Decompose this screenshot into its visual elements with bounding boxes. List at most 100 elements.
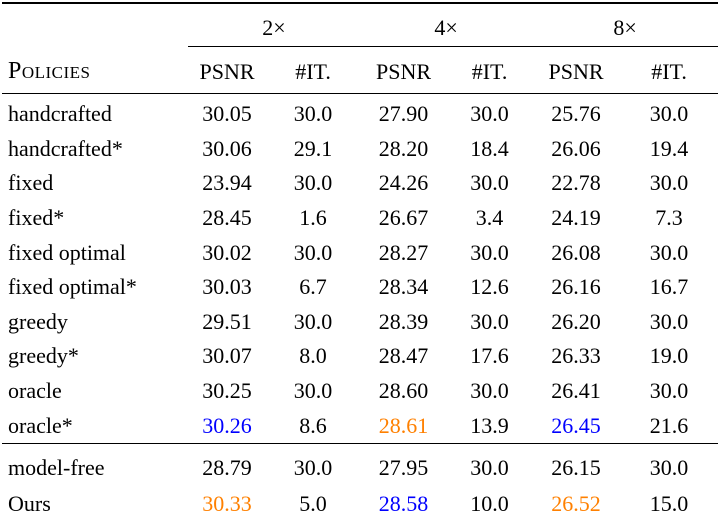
value-cell: 28.27 [378,239,429,265]
value-cell: 30.03 [202,274,252,300]
col-header-psnr-4x: PSNR [360,46,448,94]
value-cell: 23.94 [202,170,252,196]
value-cell: 27.90 [378,101,429,127]
corner-spacer [2,3,188,47]
value-cell: 30.0 [266,442,361,486]
policy-label: handcrafted* [8,135,123,161]
value-cell: 22.78 [551,170,601,196]
policy-label: Ours [8,490,51,516]
value-cell: 30.0 [470,170,509,196]
value-cell: 26.20 [551,308,601,334]
policy-label: greedy* [8,343,79,369]
policy-label: handcrafted [8,101,112,127]
value-cell: 28.34 [378,274,429,300]
value-cell: 18.4 [470,135,509,161]
value-cell: 6.7 [299,274,327,300]
tbody-baselines: model-free 28.79 30.0 27.95 30.0 26.15 30.0 Our… [2,442,719,517]
value-cell: 13.9 [470,412,509,438]
value-cell: 30.07 [202,343,252,369]
value-cell: 30.0 [293,101,333,127]
value-cell: 28.61 [378,412,429,438]
column-header-row: Policies PSNR #IT. PSNR #IT. PSNR #IT. [2,46,719,94]
value-cell: 30.26 [202,412,252,438]
value-cell: 30.0 [470,378,509,404]
value-cell: 28.47 [378,343,429,369]
col-header-psnr-8x: PSNR [532,46,621,94]
value-cell: 30.0 [293,308,333,334]
value-cell: 16.7 [649,274,689,300]
value-cell: 30.0 [620,442,719,486]
value-cell: 30.06 [202,135,252,161]
value-cell: 26.67 [378,205,429,231]
value-cell: 30.05 [202,101,252,127]
policy-label: fixed [8,170,54,196]
value-cell: 26.16 [551,274,601,300]
value-cell: 7.3 [655,205,683,231]
value-cell: 30.33 [202,490,252,516]
value-cell: 30.0 [447,442,533,486]
policy-label: model-free [2,442,188,486]
table-row: fixed 23.94 30.0 24.26 30.0 22.78 30.0 [2,166,718,201]
value-cell: 19.4 [649,135,689,161]
value-cell: 26.33 [551,343,601,369]
value-cell: 30.0 [649,239,689,265]
value-cell: 30.25 [202,378,252,404]
table-row: fixed optimal 30.02 30.0 28.27 30.0 26.08 30.0 [2,235,718,270]
value-cell: 26.06 [551,135,601,161]
value-cell: 10.0 [470,490,509,516]
policy-label: fixed optimal [8,239,126,265]
table-row: Ours 30.33 5.0 28.58 10.0 26.52 15.0 [2,486,718,517]
col-header-it-4x: #IT. [447,46,533,94]
table-row: model-free 28.79 30.0 27.95 30.0 26.15 30.0 [2,442,719,486]
value-cell: 27.95 [360,442,448,486]
policy-label: fixed* [8,205,65,231]
value-cell: 15.0 [649,490,689,516]
value-cell: 30.0 [470,308,509,334]
table-row: handcrafted 30.05 30.0 27.90 30.0 25.76 30.0 [2,94,718,132]
scale-group-header-row: 2× 4× 8× [2,3,719,47]
value-cell: 30.0 [649,308,689,334]
value-cell: 30.02 [202,239,252,265]
table-row: fixed* 28.45 1.6 26.67 3.4 24.19 7.3 [2,201,718,236]
table-row: handcrafted* 30.06 29.1 28.20 18.4 26.06 19.4 [2,132,718,167]
value-cell: 30.0 [293,170,333,196]
value-cell: 29.51 [202,308,252,334]
value-cell: 26.52 [551,490,601,516]
value-cell: 28.20 [378,135,429,161]
table-row: greedy 29.51 30.0 28.39 30.0 26.20 30.0 [2,305,718,340]
table-row: greedy* 30.07 8.0 28.47 17.6 26.33 19.0 [2,339,718,374]
value-cell: 28.79 [188,442,266,486]
value-cell: 30.0 [470,239,509,265]
col-header-it-8x: #IT. [620,46,719,94]
col-header-it-2x: #IT. [266,46,361,94]
table-row: fixed optimal* 30.03 6.7 28.34 12.6 26.16 16.7 [2,270,718,305]
value-cell: 30.0 [293,239,333,265]
col-header-psnr-2x: PSNR [188,46,266,94]
value-cell: 8.6 [299,412,327,438]
value-cell: 5.0 [299,490,327,516]
policies-header: Policies [2,46,188,94]
value-cell: 1.6 [299,205,327,231]
value-cell: 28.58 [378,490,429,516]
value-cell: 30.0 [649,101,689,127]
value-cell: 26.45 [551,412,601,438]
value-cell: 30.0 [293,378,333,404]
group-header-8x: 8× [532,3,719,47]
policy-label: greedy [8,308,68,334]
value-cell: 8.0 [299,343,327,369]
value-cell: 24.26 [378,170,429,196]
value-cell: 29.1 [293,135,333,161]
policy-label: oracle [8,378,62,404]
value-cell: 28.39 [378,308,429,334]
value-cell: 25.76 [551,101,601,127]
policy-label: oracle* [8,412,73,438]
value-cell: 19.0 [649,343,689,369]
table-row: oracle* 30.26 8.6 28.61 13.9 26.45 21.6 [2,408,718,443]
value-cell: 26.41 [551,378,601,404]
value-cell: 30.0 [649,378,689,404]
value-cell: 26.15 [532,442,621,486]
value-cell: 24.19 [551,205,601,231]
value-cell: 30.0 [470,101,509,127]
group-header-2x: 2× [188,3,361,47]
